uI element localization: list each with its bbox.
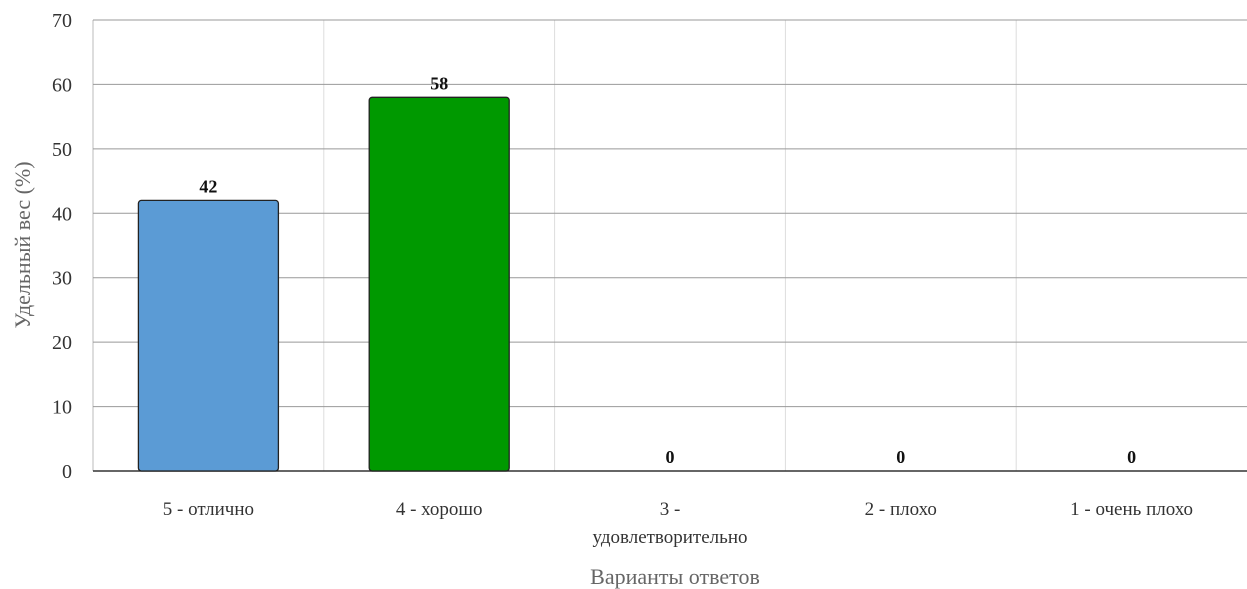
x-axis-title: Варианты ответов	[590, 564, 760, 589]
data-label: 0	[666, 447, 675, 467]
data-label: 58	[430, 73, 448, 93]
y-axis-ticks: 0 10 20 30 40 50 60 70	[52, 10, 72, 483]
x-tick-label: 4 - хорошо	[396, 499, 483, 520]
y-tick-label: 50	[52, 139, 72, 161]
y-tick-label: 30	[52, 268, 72, 290]
y-tick-label: 70	[52, 10, 72, 32]
y-tick-label: 10	[52, 397, 72, 419]
x-tick-label: 2 - плохо	[865, 499, 937, 520]
y-tick-label: 0	[62, 461, 72, 483]
y-tick-label: 60	[52, 74, 72, 96]
y-axis-title: Удельный вес (%)	[10, 161, 35, 328]
x-tick-label: 3 -удовлетворительно	[593, 499, 748, 548]
x-tick-label: 1 - очень плохо	[1070, 499, 1193, 520]
bar	[368, 96, 510, 472]
grid	[92, 19, 1247, 472]
data-label: 42	[199, 176, 217, 196]
x-axis-ticks: 5 - отлично 4 - хорошо 3 -удовлетворительн…	[163, 499, 1193, 548]
data-label: 0	[896, 447, 905, 467]
y-tick-label: 20	[52, 332, 72, 354]
data-labels: 42 58 0 0 0	[199, 73, 1136, 467]
x-tick-label: 5 - отлично	[163, 499, 254, 520]
data-label: 0	[1127, 447, 1136, 467]
y-tick-label: 40	[52, 203, 72, 225]
bars	[137, 96, 510, 472]
bar	[137, 199, 280, 472]
